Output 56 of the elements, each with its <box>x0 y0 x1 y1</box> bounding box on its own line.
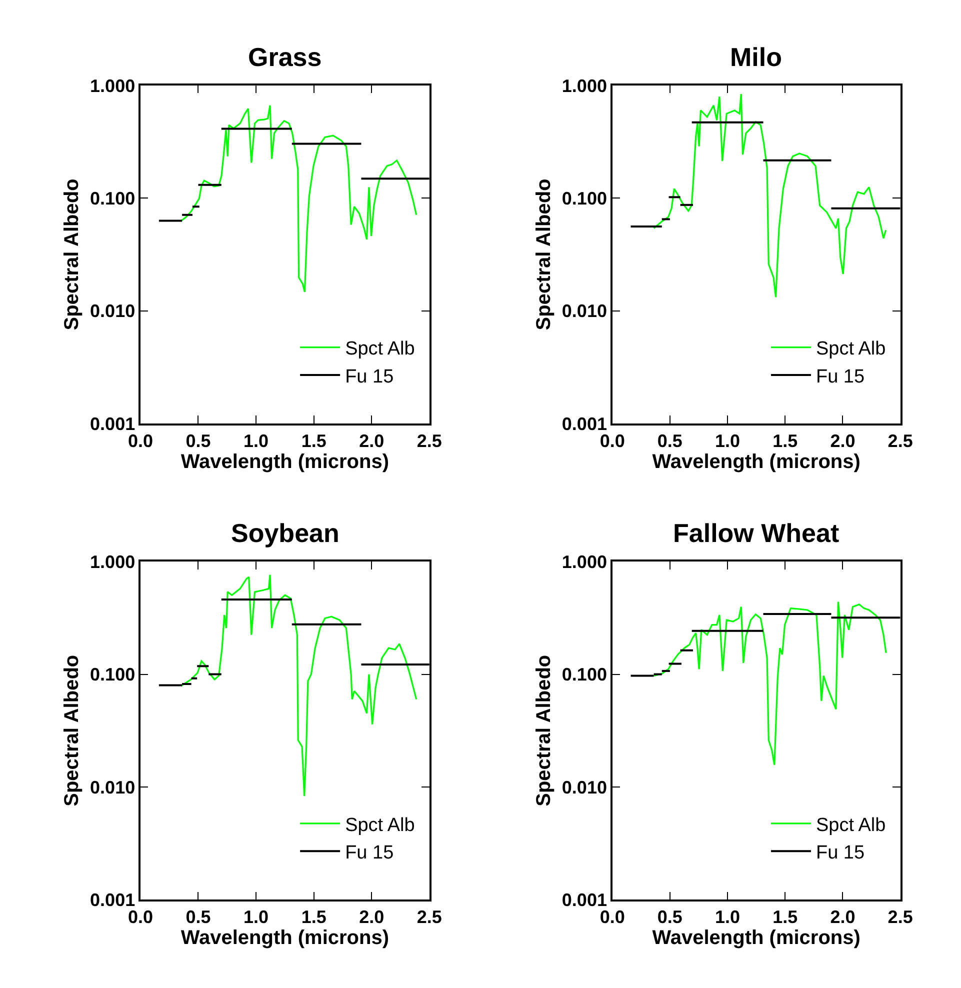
legend-label: Fu 15 <box>816 366 865 388</box>
x-tick-label: 2.5 <box>888 430 913 451</box>
y-axis-title: Spectral Albedo <box>532 178 555 330</box>
x-tick-label: 1.0 <box>244 430 269 451</box>
y-axis-title: Spectral Albedo <box>532 654 555 806</box>
y-tick-label: 0.010 <box>90 301 136 322</box>
legend-label: Fu 15 <box>345 366 394 388</box>
line-series <box>180 574 418 797</box>
x-axis-title: Wavelength (microns) <box>652 926 860 949</box>
legend-label: Fu 15 <box>345 842 394 864</box>
x-tick-label: 2.5 <box>888 906 913 927</box>
x-tick-label: 1.5 <box>301 430 326 451</box>
x-axis-title: Wavelength (microns) <box>652 450 860 473</box>
x-tick-label: 2.5 <box>416 906 442 927</box>
y-tick-label: 0.100 <box>562 188 607 208</box>
legend-label: Spct Alb <box>816 338 886 360</box>
legend-label: Spct Alb <box>345 814 415 836</box>
y-tick-label: 0.100 <box>90 188 136 208</box>
y-tick-label: 0.100 <box>562 664 607 685</box>
x-tick-label: 0.5 <box>186 430 211 451</box>
y-tick-label: 0.100 <box>90 664 136 685</box>
x-tick-label: 1.0 <box>244 906 269 927</box>
x-axis-title: Wavelength (microns) <box>180 450 390 473</box>
y-tick-label: 1.000 <box>90 76 136 96</box>
x-tick-label: 1.0 <box>715 430 740 451</box>
chart-title: Soybean <box>231 518 340 548</box>
legend-label: Spct Alb <box>345 338 415 360</box>
legend-label: Fu 15 <box>816 842 865 864</box>
x-tick-label: 0.5 <box>657 430 682 451</box>
chart-title: Milo <box>730 42 782 72</box>
y-tick-label: 1.000 <box>562 76 607 96</box>
x-tick-label: 2.0 <box>359 430 384 451</box>
x-tick-label: 2.0 <box>359 906 384 927</box>
x-tick-label: 2.0 <box>830 430 856 451</box>
x-tick-label: 1.5 <box>772 430 798 451</box>
x-tick-label: 0.5 <box>186 906 211 927</box>
x-tick-label: 2.5 <box>416 430 442 451</box>
line-series <box>180 104 418 293</box>
chart-title: Grass <box>248 42 322 72</box>
x-tick-label: 2.0 <box>830 906 856 927</box>
y-tick-label: 1.000 <box>90 552 136 572</box>
y-axis-title: Spectral Albedo <box>61 178 84 330</box>
x-tick-label: 0.5 <box>657 906 682 927</box>
y-tick-label: 0.010 <box>90 777 136 798</box>
y-tick-label: 1.000 <box>562 552 607 572</box>
y-tick-label: 0.010 <box>562 777 607 798</box>
y-axis-title: Spectral Albedo <box>61 654 84 806</box>
x-tick-label: 1.5 <box>301 906 326 927</box>
y-tick-label: 0.010 <box>562 301 607 322</box>
x-tick-label: 1.5 <box>772 906 798 927</box>
line-series <box>653 600 887 766</box>
chart-title: Fallow Wheat <box>673 518 840 548</box>
x-axis-title: Wavelength (microns) <box>180 926 390 949</box>
line-series <box>653 93 887 298</box>
legend-label: Spct Alb <box>816 814 886 836</box>
x-tick-label: 1.0 <box>715 906 740 927</box>
